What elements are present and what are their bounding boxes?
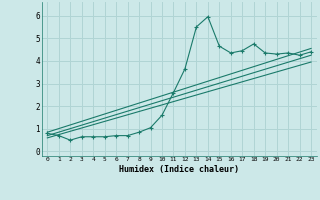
X-axis label: Humidex (Indice chaleur): Humidex (Indice chaleur) [119, 165, 239, 174]
